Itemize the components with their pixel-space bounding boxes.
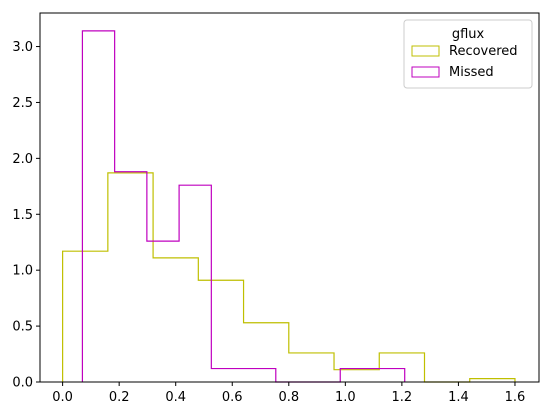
y-tick-label: 2.0 bbox=[12, 152, 33, 167]
x-tick-label: 0.2 bbox=[109, 390, 130, 405]
legend: gflux Recovered Missed bbox=[403, 19, 533, 89]
y-axis: 0.0 0.5 1.0 1.5 2.0 2.5 3.0 bbox=[12, 40, 40, 391]
legend-frame bbox=[403, 19, 533, 89]
x-tick-label: 1.2 bbox=[392, 390, 413, 405]
legend-label-recovered: Recovered bbox=[449, 44, 518, 59]
x-tick-label: 1.0 bbox=[335, 390, 356, 405]
legend-swatch-missed bbox=[411, 66, 440, 78]
legend-label-missed: Missed bbox=[449, 65, 494, 80]
x-axis: 0.0 0.2 0.4 0.6 0.8 1.0 1.2 1.4 1.6 bbox=[52, 382, 525, 405]
x-tick-label: 0.4 bbox=[165, 390, 186, 405]
y-tick-label: 3.0 bbox=[12, 40, 33, 55]
y-tick-label: 0.5 bbox=[12, 320, 33, 335]
plot-frame bbox=[39, 12, 540, 383]
x-tick-label: 0.6 bbox=[222, 390, 243, 405]
x-tick-label: 1.4 bbox=[448, 390, 469, 405]
y-tick-label: 0.0 bbox=[12, 376, 33, 391]
legend-swatch-recovered bbox=[411, 45, 440, 57]
histogram-step-missed bbox=[81, 30, 406, 383]
legend-title: gflux bbox=[452, 27, 485, 42]
x-tick-label: 1.6 bbox=[505, 390, 526, 405]
x-tick-label: 0.0 bbox=[52, 390, 73, 405]
histogram-step-recovered bbox=[62, 172, 516, 383]
y-tick-label: 2.5 bbox=[12, 96, 33, 111]
y-tick-label: 1.5 bbox=[12, 208, 33, 223]
y-tick-label: 1.0 bbox=[12, 264, 33, 279]
x-tick-label: 0.8 bbox=[278, 390, 299, 405]
